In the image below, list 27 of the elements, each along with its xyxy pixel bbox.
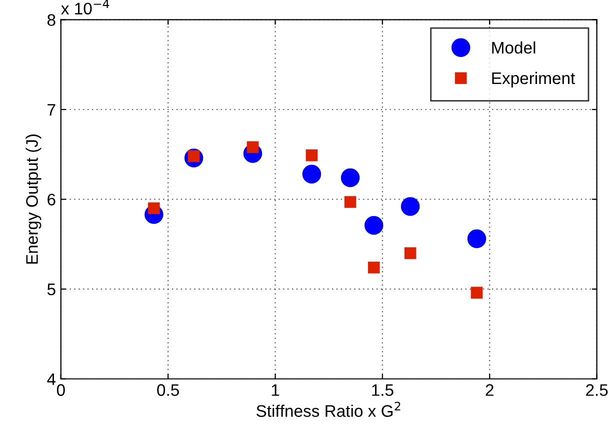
point xyxy=(467,229,486,248)
point xyxy=(470,286,483,299)
point xyxy=(368,262,380,274)
x-tick-label: 0 xyxy=(56,384,65,396)
point xyxy=(302,164,322,184)
point xyxy=(404,247,416,260)
y-tick-label: 8 xyxy=(47,14,56,26)
y-tick-label: 6 xyxy=(48,194,56,206)
y-tick-label: 5 xyxy=(47,284,56,296)
point xyxy=(340,168,360,188)
y-tick-label: 4 xyxy=(47,373,56,385)
legend-label: Model xyxy=(492,41,536,54)
point xyxy=(364,216,384,235)
y-tick-label: 7 xyxy=(48,104,56,116)
legend-label: Experiment xyxy=(492,72,576,88)
x-tick-label: 2 xyxy=(486,384,494,396)
point xyxy=(306,149,318,162)
point xyxy=(344,196,356,208)
x-axis-title: Stiffness Ratio x G$^{2}$ xyxy=(256,402,400,417)
x-tick-label: 0.5 xyxy=(157,384,179,396)
x-tick-label: 2.5 xyxy=(586,384,608,396)
point xyxy=(246,141,259,154)
point xyxy=(148,202,160,214)
y-axis-title: Energy Output (J) xyxy=(26,134,42,264)
x-tick-label: 1 xyxy=(272,384,280,396)
x-tick-label: 1.5 xyxy=(372,384,394,396)
point xyxy=(400,197,420,216)
